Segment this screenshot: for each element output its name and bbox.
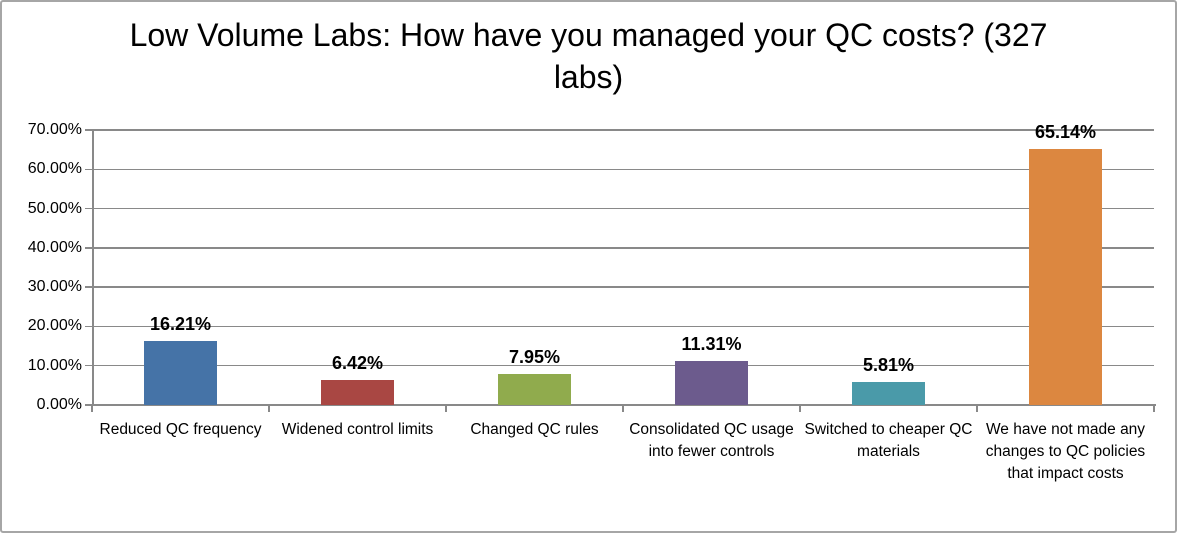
x-category-label: Reduced QC frequency xyxy=(99,421,262,438)
y-axis-tick xyxy=(85,325,92,328)
x-category-label: Widened control limits xyxy=(281,421,434,438)
gridline xyxy=(92,247,1154,249)
y-axis-tick-label: 0.00% xyxy=(36,396,82,413)
y-axis-tick xyxy=(85,207,92,210)
bar-value-label: 5.81% xyxy=(862,355,915,376)
x-category-label: Switched to cheaper QC materials xyxy=(804,421,973,460)
chart-title: Low Volume Labs: How have you managed yo… xyxy=(129,17,1048,96)
x-axis-tick xyxy=(622,405,624,412)
bar xyxy=(498,373,571,405)
x-axis-tick xyxy=(799,405,801,412)
y-axis-tick xyxy=(85,168,92,171)
gridline xyxy=(92,207,1154,210)
y-axis-tick-label: 30.00% xyxy=(27,278,82,296)
y-axis-tick-label: 20.00% xyxy=(27,317,82,335)
y-axis-tick-label: 60.00% xyxy=(27,160,82,178)
x-category-label: We have not made any changes to QC polic… xyxy=(985,421,1146,482)
bar-value-label: 11.31% xyxy=(681,333,742,354)
y-axis-tick xyxy=(85,286,92,288)
x-axis-line xyxy=(92,404,1156,406)
gridline xyxy=(92,325,1154,328)
x-axis-tick xyxy=(1153,405,1155,412)
gridline xyxy=(92,364,1154,367)
y-axis-tick-label: 40.00% xyxy=(27,238,82,256)
y-axis-tick xyxy=(85,404,92,406)
bar-value-label: 16.21% xyxy=(149,314,212,335)
bar xyxy=(1029,149,1102,405)
x-axis-tick xyxy=(976,405,978,412)
y-axis-tick xyxy=(85,129,92,131)
x-axis-tick xyxy=(91,405,93,412)
bar xyxy=(675,360,748,405)
gridline xyxy=(92,168,1154,171)
x-category-label: Consolidated QC usage into fewer control… xyxy=(629,421,794,460)
y-axis-tick xyxy=(85,364,92,367)
gridline xyxy=(92,286,1154,288)
gridline xyxy=(92,129,1154,131)
bar xyxy=(852,382,925,405)
bar-value-label: 65.14% xyxy=(1034,122,1097,143)
y-axis-tick-label: 10.00% xyxy=(27,356,82,374)
x-category-label: Changed QC rules xyxy=(470,421,599,438)
bar-value-label: 6.42% xyxy=(331,352,384,373)
bar xyxy=(144,341,217,405)
bar-value-label: 7.95% xyxy=(508,346,561,367)
x-axis-tick xyxy=(268,405,270,412)
y-axis-line xyxy=(92,130,94,405)
bar xyxy=(321,379,394,405)
y-axis-tick-label: 50.00% xyxy=(27,199,82,217)
x-axis-tick xyxy=(445,405,447,412)
y-axis-tick-label: 70.00% xyxy=(27,121,82,138)
y-axis-tick xyxy=(85,247,92,249)
